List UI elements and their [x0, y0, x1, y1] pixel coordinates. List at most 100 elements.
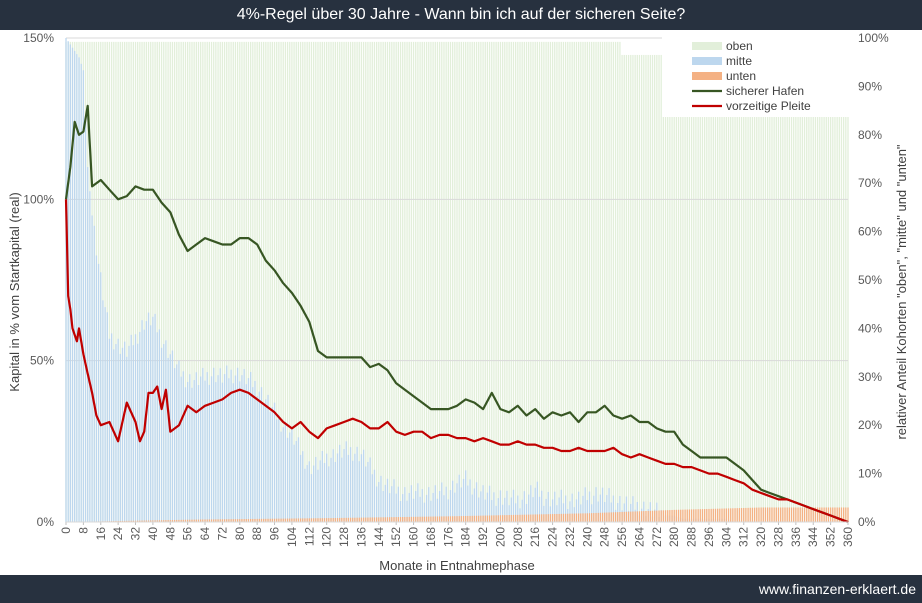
bar-unten: [473, 515, 476, 522]
bar-unten: [269, 518, 271, 522]
bar-unten: [838, 507, 840, 522]
bar-unten: [645, 511, 647, 522]
bar-oben: [104, 41, 106, 523]
bar-mitte: [532, 497, 534, 522]
bar-oben: [525, 41, 528, 523]
bar-oben: [604, 41, 606, 523]
bar-oben: [567, 41, 569, 523]
bar-unten: [312, 518, 315, 522]
bar-oben: [608, 41, 610, 523]
bar-unten: [343, 517, 345, 522]
bar-mitte: [304, 468, 306, 522]
bar-oben: [712, 54, 714, 522]
bar-mitte: [380, 475, 382, 522]
bar-unten: [195, 519, 197, 522]
bar-unten: [406, 516, 408, 522]
bar-oben: [121, 41, 124, 523]
bar-mitte: [130, 334, 132, 522]
bar-unten: [632, 511, 634, 522]
bar-mitte: [547, 491, 549, 522]
bar-mitte: [236, 367, 239, 522]
bar-oben: [747, 54, 749, 522]
bar-mitte: [206, 372, 208, 522]
bar-mitte: [89, 191, 91, 522]
bar-oben: [219, 41, 221, 523]
bar-unten: [223, 519, 226, 522]
bar-mitte: [312, 465, 315, 522]
bar-oben: [126, 41, 128, 523]
bar-mitte: [139, 331, 141, 522]
bar-oben: [312, 41, 315, 523]
bar-oben: [556, 41, 558, 523]
bar-unten: [391, 517, 393, 522]
bar-unten: [484, 515, 486, 522]
bar-unten: [197, 519, 200, 522]
bar-unten: [782, 507, 784, 522]
bar-unten: [747, 507, 749, 522]
bar-oben: [365, 41, 367, 523]
bar-mitte: [534, 487, 536, 522]
bar-unten: [469, 515, 471, 522]
bar-unten: [254, 518, 256, 522]
bar-oben: [519, 41, 521, 523]
bar-unten: [541, 514, 543, 522]
bar-mitte: [158, 329, 161, 522]
bar-oben: [649, 54, 651, 522]
bar-unten: [467, 515, 469, 522]
bar-unten: [643, 511, 645, 522]
bar-oben: [662, 54, 665, 522]
bar-unten: [608, 512, 610, 522]
bar-unten: [773, 507, 775, 522]
bar-mitte: [124, 341, 126, 522]
x-tick-label: 320: [754, 527, 768, 547]
bar-oben: [234, 41, 237, 523]
bar-mitte: [415, 491, 417, 522]
bar-mitte: [373, 469, 376, 522]
bar-oben: [714, 54, 717, 522]
bar-unten: [360, 517, 363, 522]
right-axis-ticks: 0% 10% 20% 30% 40% 50% 60% 70% 80% 90% 100%: [858, 31, 889, 529]
bar-oben: [758, 54, 760, 522]
bar-unten: [393, 517, 395, 522]
bar-mitte: [580, 504, 582, 522]
bar-oben: [241, 41, 243, 523]
bar-unten: [460, 516, 462, 522]
bar-mitte: [473, 488, 476, 522]
bar-oben: [764, 54, 767, 522]
bar-oben: [256, 41, 258, 523]
x-tick-label: 296: [702, 527, 716, 547]
bar-oben: [291, 41, 293, 523]
bar-unten: [410, 516, 413, 522]
bar-mitte: [95, 255, 98, 523]
bar-unten: [732, 508, 734, 522]
bar-unten: [671, 509, 673, 522]
bar-unten: [690, 509, 693, 522]
bar-unten: [169, 520, 171, 522]
bar-oben: [571, 41, 573, 523]
bar-unten: [384, 517, 386, 522]
bar-unten: [569, 513, 571, 522]
bar-unten: [806, 507, 808, 522]
bar-unten: [447, 516, 449, 522]
legend-item-sicherer-hafen: sicherer Hafen: [692, 84, 804, 98]
bar-mitte: [180, 376, 182, 522]
bar-oben: [152, 41, 154, 523]
bar-oben: [773, 54, 775, 522]
bar-mitte: [297, 437, 300, 522]
bar-oben: [695, 54, 697, 522]
bar-oben: [341, 41, 343, 523]
bar-mitte: [315, 456, 317, 522]
footer-bar: www.finanzen-erklaert.de: [0, 575, 922, 603]
x-tick-label: 72: [215, 527, 229, 541]
bar-oben: [343, 41, 345, 523]
bar-unten: [171, 520, 174, 522]
bar-oben: [310, 41, 313, 523]
bar-unten: [402, 517, 404, 522]
bar-oben: [545, 41, 547, 523]
bar-mitte: [397, 486, 399, 522]
bar-unten: [304, 518, 306, 522]
y-right-tick-label: 60%: [858, 225, 882, 239]
bar-oben: [193, 41, 195, 523]
bar-oben: [382, 41, 384, 523]
x-tick-label: 160: [407, 527, 421, 547]
